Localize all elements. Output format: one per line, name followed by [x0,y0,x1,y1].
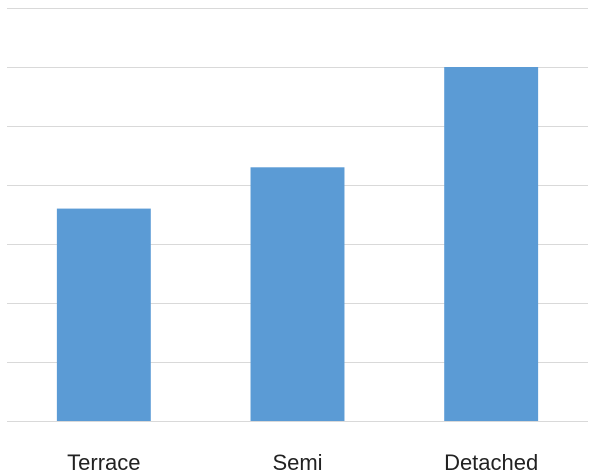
category-labels: Terrace Semi Detached [67,450,538,475]
bars [56,67,539,421]
x-tick-label-terrace: Terrace [67,450,140,475]
x-tick-label-semi: Semi [272,450,322,475]
x-tick-label-detached: Detached [444,450,538,475]
bar-semi [250,167,345,421]
bar-detached [444,67,539,421]
bar-terrace [56,208,151,421]
